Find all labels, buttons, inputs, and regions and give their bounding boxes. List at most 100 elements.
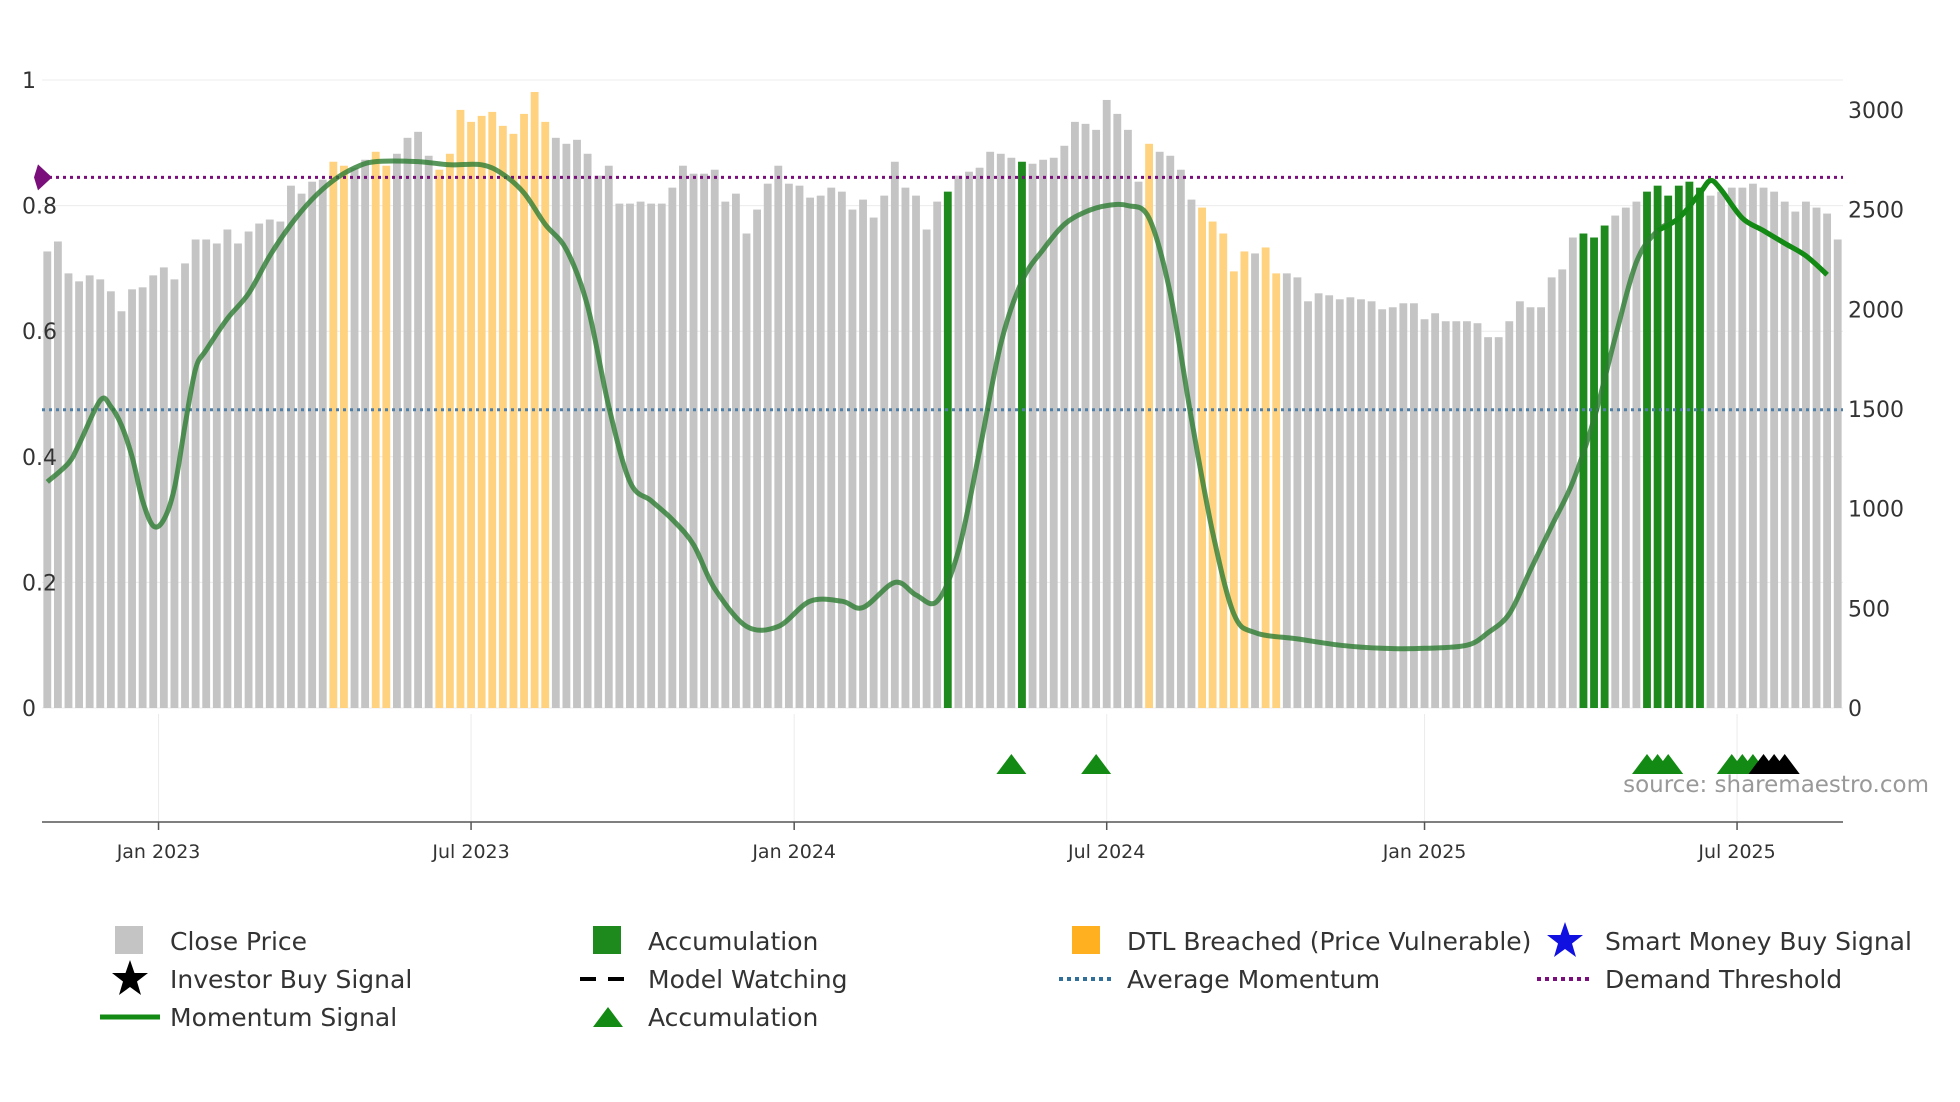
accumulation-triangle (1653, 754, 1684, 774)
price-bar (361, 159, 370, 708)
price-bar (1431, 313, 1440, 708)
price-bar (922, 229, 931, 708)
right-tick-label: 500 (1848, 597, 1890, 622)
dtl-breached-bar (1219, 233, 1228, 708)
accumulation-triangle (996, 754, 1027, 774)
price-bar (159, 267, 168, 708)
price-bar (1505, 321, 1514, 708)
price-bar (1399, 303, 1408, 708)
price-bar (1494, 337, 1503, 708)
price-bar (1102, 99, 1111, 708)
reference-lines (34, 164, 1843, 412)
price-bar (1738, 187, 1747, 708)
price-bar (837, 191, 846, 709)
dtl-breached-bar (371, 151, 380, 708)
right-tick-label: 2000 (1848, 298, 1904, 323)
price-bar (1812, 207, 1821, 709)
dtl-breached-bar (1272, 273, 1281, 708)
price-bar (1802, 201, 1810, 708)
dtl-breached-bar (382, 165, 391, 708)
left-tick-label: 0.8 (22, 195, 57, 220)
price-bar (255, 223, 264, 709)
price-bar (318, 179, 327, 708)
dtl-breached-bar (1240, 251, 1249, 708)
price-bar (64, 273, 73, 708)
price-bar (1632, 201, 1641, 708)
price-bar (827, 187, 836, 708)
price-bar (890, 161, 899, 708)
right-tick-label: 1500 (1848, 398, 1904, 423)
price-bar (1526, 307, 1535, 708)
price-bar (1346, 297, 1355, 708)
dtl-breached-bar (1208, 221, 1217, 709)
dtl-breached-bar (467, 121, 475, 708)
left-tick-label: 0.4 (22, 446, 57, 471)
price-bar (573, 139, 581, 709)
price-bar (1558, 269, 1567, 708)
dtl-breached-bar (445, 153, 454, 708)
accumulation-bar (1653, 185, 1662, 708)
price-bar (212, 243, 221, 708)
right-tick-label: 1000 (1848, 498, 1904, 523)
price-bar (297, 193, 306, 709)
momentum-line (45, 158, 1829, 652)
dtl-breached-bar (530, 91, 539, 708)
price-bar (308, 181, 317, 708)
price-bar (774, 165, 783, 708)
price-bar (1388, 307, 1397, 708)
price-bar (1621, 207, 1630, 709)
dtl-breached-bar (1229, 271, 1238, 708)
accumulation-bar (1643, 191, 1651, 709)
price-bar (784, 183, 793, 708)
accumulation-triangle (1081, 754, 1112, 774)
price-bar (731, 193, 740, 709)
price-bar (636, 201, 645, 708)
price-bar (1304, 301, 1312, 708)
dtl-breached-bar (541, 121, 550, 708)
dtl-breached-bar (498, 125, 507, 709)
right-tick-label: 0 (1848, 697, 1862, 722)
price-bar (223, 229, 232, 708)
dtl-breached-bar (520, 113, 528, 708)
x-tick-label: Jul 2025 (1697, 841, 1775, 863)
price-bar (1282, 273, 1291, 708)
price-bar (96, 279, 105, 708)
price-bar (1749, 183, 1757, 708)
price-bar (276, 221, 285, 709)
price-bar (1833, 239, 1842, 708)
right-tick-label: 3000 (1848, 99, 1904, 124)
price-bar (1410, 303, 1418, 708)
price-bar (1717, 191, 1726, 709)
accumulation-bar (943, 191, 952, 709)
price-bar (986, 151, 995, 708)
price-bar (954, 175, 963, 708)
price-bar (181, 263, 189, 708)
dtl-breached-bar (456, 109, 465, 708)
price-bar (763, 183, 772, 708)
price-bar (880, 195, 889, 709)
signal-markers (996, 754, 1800, 774)
price-bar (965, 171, 973, 708)
price-bar (1007, 157, 1016, 708)
price-bar (202, 239, 211, 708)
dtl-breached-bar (435, 169, 444, 708)
dtl-breached-bar (1145, 143, 1154, 709)
price-bar (806, 197, 814, 708)
price-bar (1823, 213, 1832, 709)
price-bar (1420, 319, 1429, 708)
price-bar (1568, 237, 1577, 708)
price-bar (1049, 157, 1058, 708)
price-bar (234, 243, 242, 708)
price-bar (424, 155, 433, 708)
accumulation-bar (1590, 237, 1598, 708)
x-tick-label: Jan 2023 (116, 841, 201, 863)
price-bar (1547, 277, 1556, 708)
price-bar (1335, 299, 1344, 708)
price-bar (1166, 155, 1175, 708)
price-bar (350, 167, 359, 708)
price-bar (1706, 195, 1715, 709)
left-tick-label: 1 (22, 69, 36, 94)
accumulation-bar (1664, 195, 1673, 709)
price-bar (75, 281, 83, 708)
